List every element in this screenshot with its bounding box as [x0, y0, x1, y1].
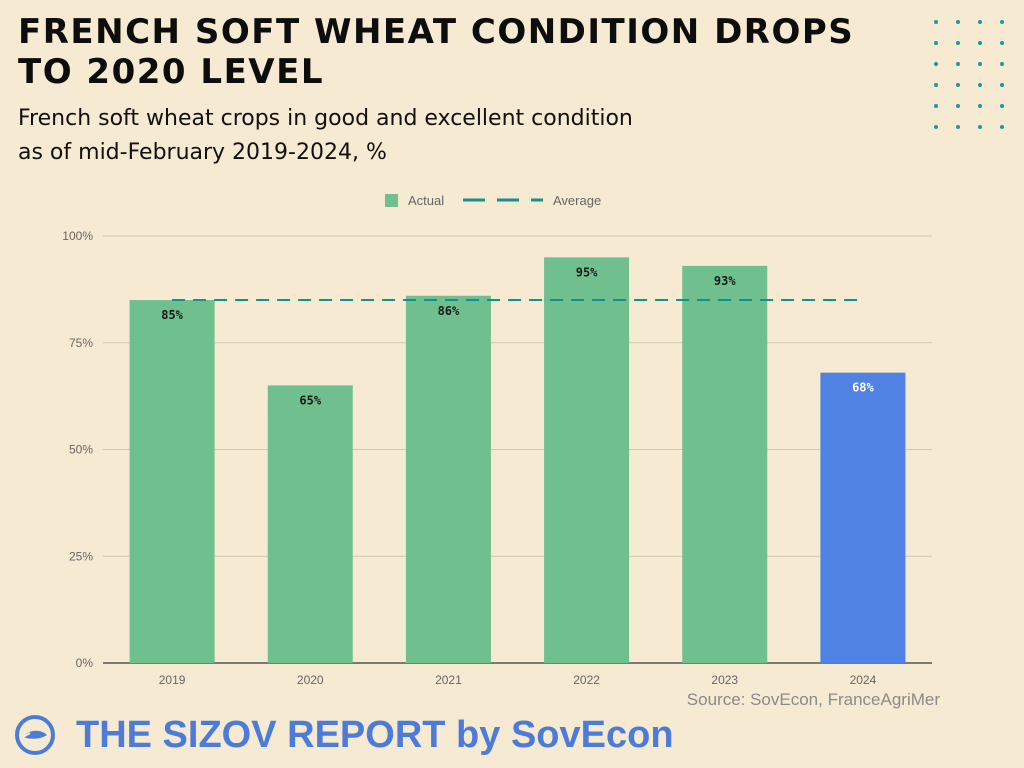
data-label: 93%: [714, 274, 736, 288]
decor-dot: [934, 41, 938, 45]
decor-dot: [978, 83, 982, 87]
decor-dot: [956, 104, 960, 108]
bar-2022: [544, 257, 630, 663]
chart-title: FRENCH SOFT WHEAT CONDITION DROPS TO 202…: [18, 12, 858, 92]
bar-chart: 0% 25% 50% 75% 100% 85% 2019 65% 2020 86% 2021 95% 2…: [62, 193, 932, 687]
decor-dot: [978, 125, 982, 129]
bar-2020: [267, 385, 353, 663]
decor-dot: [1000, 20, 1004, 24]
bar-2021: [405, 295, 491, 663]
decor-dot: [956, 41, 960, 45]
data-label: 95%: [576, 265, 598, 279]
decor-dot: [956, 125, 960, 129]
decor-dot: [1000, 62, 1004, 66]
decor-dot: [934, 62, 938, 66]
x-tick-label: 2022: [573, 673, 600, 687]
x-tick-label: 2020: [297, 673, 324, 687]
bar-2023: [682, 265, 768, 663]
decor-dot: [934, 125, 938, 129]
y-tick-label: 0%: [76, 656, 94, 670]
decor-dot: [978, 62, 982, 66]
x-tick-label: 2019: [159, 673, 186, 687]
legend: Actual Average: [385, 193, 601, 208]
source-note: Source: SovEcon, FranceAgriMer: [686, 690, 940, 709]
decor-dot: [934, 83, 938, 87]
brand-text: THE SIZOV REPORT by SovEcon: [76, 713, 674, 756]
data-label: 68%: [852, 381, 874, 395]
decor-dot: [956, 20, 960, 24]
decor-dot: [1000, 41, 1004, 45]
decor-dot: [956, 83, 960, 87]
data-label: 86%: [438, 304, 460, 318]
decor-dot: [978, 104, 982, 108]
sovecon-logo-icon: [15, 715, 55, 755]
decor-dot: [978, 20, 982, 24]
bar-2024: [820, 372, 906, 663]
y-tick-label: 50%: [69, 443, 93, 457]
decor-dot: [1000, 104, 1004, 108]
chart-subtitle: French soft wheat crops in good and exce…: [18, 102, 778, 170]
chart-title-line-2: TO 2020 LEVEL: [18, 52, 324, 92]
y-tick-label: 25%: [69, 549, 93, 563]
x-tick-label: 2023: [711, 673, 738, 687]
chart-title-line-1: FRENCH SOFT WHEAT CONDITION DROPS: [18, 12, 855, 52]
decor-dot: [956, 62, 960, 66]
y-tick-label: 100%: [62, 229, 93, 243]
bar-2019: [129, 300, 215, 663]
decor-dot: [934, 104, 938, 108]
dot-grid-icon: [934, 20, 1004, 129]
chart-subtitle-line-1: French soft wheat crops in good and exce…: [18, 106, 633, 131]
legend-label-actual: Actual: [408, 193, 444, 208]
decor-dot: [1000, 125, 1004, 129]
data-label: 65%: [299, 393, 321, 407]
x-tick-label: 2021: [435, 673, 462, 687]
decor-dot: [1000, 83, 1004, 87]
legend-label-average: Average: [553, 193, 601, 208]
decor-dot: [978, 41, 982, 45]
chart-subtitle-line-2: as of mid-February 2019-2024, %: [18, 140, 387, 165]
brand-footer: THE SIZOV REPORT by SovEcon: [14, 711, 674, 759]
legend-swatch-actual: [385, 194, 398, 207]
x-tick-label: 2024: [850, 673, 877, 687]
y-tick-label: 75%: [69, 336, 93, 350]
decor-dot: [934, 20, 938, 24]
data-label: 85%: [161, 308, 183, 322]
